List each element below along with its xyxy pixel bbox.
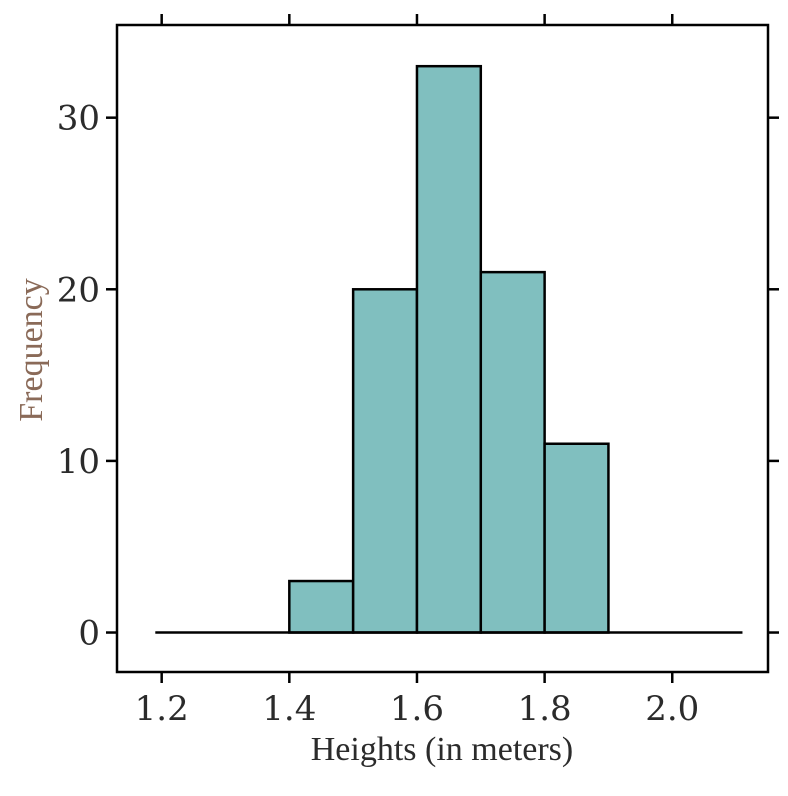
- y-axis-title: Frequency: [13, 278, 50, 422]
- x-tick-label: 1.2: [135, 689, 189, 729]
- y-tick-label: 20: [57, 270, 100, 310]
- x-tick-label: 1.8: [518, 689, 572, 729]
- bar-3: [415, 64, 483, 634]
- bars-group: [288, 64, 610, 634]
- ticks-group: 1.2 1.4 1.6 1.8 2.0 0 10 20 30: [57, 14, 779, 729]
- y-tick-label: 10: [57, 442, 100, 482]
- y-tick-label: 30: [57, 99, 100, 139]
- x-tick-label: 1.4: [262, 689, 316, 729]
- bar-2: [351, 288, 419, 634]
- bar-1: [288, 579, 355, 634]
- x-tick-label: 1.6: [390, 689, 444, 729]
- bar-4: [479, 270, 546, 634]
- bar-5: [543, 442, 610, 634]
- plot-frame: [115, 23, 770, 674]
- x-tick-label: 2.0: [645, 689, 699, 729]
- y-tick-label: 0: [78, 614, 100, 654]
- x-axis-title: Heights (in meters): [311, 731, 574, 768]
